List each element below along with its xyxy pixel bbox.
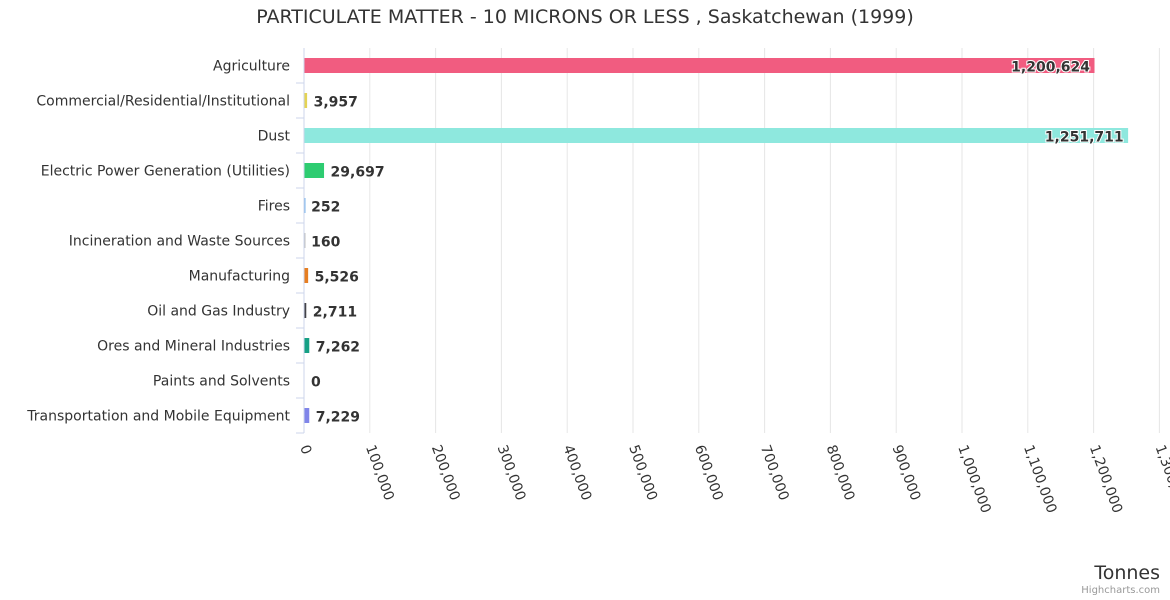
data-label: 160: [311, 235, 340, 251]
bar: [304, 198, 306, 213]
x-tick-label: 100,000: [362, 443, 397, 503]
x-tick-label: 1,100,000: [1020, 443, 1059, 515]
category-label: Dust: [258, 129, 291, 145]
category-label: Fires: [258, 199, 290, 215]
bar: [304, 268, 309, 283]
x-tick-label: 500,000: [625, 443, 660, 503]
x-tick-label: 600,000: [691, 443, 726, 503]
x-tick-label: 1,200,000: [1086, 443, 1125, 515]
x-axis-title: Tonnes: [1094, 562, 1160, 584]
data-label: 7,262: [316, 340, 360, 356]
data-label: 3,957: [314, 95, 358, 111]
x-tick-label: 0: [296, 443, 314, 457]
category-label: Electric Power Generation (Utilities): [41, 164, 290, 180]
bar: [304, 408, 310, 423]
x-tick-label: 400,000: [559, 443, 594, 503]
data-label: 252: [311, 200, 340, 216]
data-label: 5,526: [315, 270, 359, 286]
category-label: Transportation and Mobile Equipment: [26, 409, 290, 425]
x-tick-label: 700,000: [757, 443, 792, 503]
bar: [304, 163, 325, 178]
bar: [304, 93, 308, 108]
x-tick-label: 300,000: [494, 443, 529, 503]
highcharts-credit[interactable]: Highcharts.com: [1081, 585, 1160, 596]
chart-title: PARTICULATE MATTER - 10 MICRONS OR LESS …: [256, 6, 914, 28]
data-label: 1,200,624: [1011, 60, 1090, 76]
category-label: Ores and Mineral Industries: [97, 339, 290, 355]
data-label: 1,251,711: [1045, 130, 1124, 146]
data-label: 0: [311, 375, 321, 391]
x-tick-label: 200,000: [428, 443, 463, 503]
x-tick-label: 800,000: [823, 443, 858, 503]
bar: [304, 303, 307, 318]
bar: [304, 128, 1129, 143]
data-label: 29,697: [331, 165, 385, 181]
x-tick-label: 900,000: [888, 443, 923, 503]
category-label: Agriculture: [213, 59, 290, 75]
data-label: 7,229: [316, 410, 360, 426]
category-label: Manufacturing: [189, 269, 290, 285]
bar: [304, 233, 306, 248]
category-label: Commercial/Residential/Institutional: [36, 94, 290, 110]
category-label: Oil and Gas Industry: [147, 304, 290, 320]
bar: [304, 338, 310, 353]
category-label: Paints and Solvents: [153, 374, 290, 390]
bar: [304, 58, 1095, 73]
data-label: 2,711: [313, 305, 357, 321]
x-tick-label: 1,300,000: [1152, 443, 1170, 515]
category-label: Incineration and Waste Sources: [69, 234, 290, 250]
x-tick-label: 1,000,000: [954, 443, 993, 515]
